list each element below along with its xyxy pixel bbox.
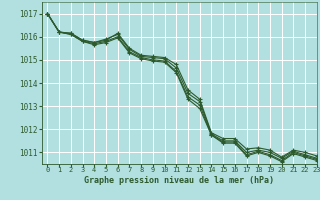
X-axis label: Graphe pression niveau de la mer (hPa): Graphe pression niveau de la mer (hPa)	[84, 176, 274, 185]
